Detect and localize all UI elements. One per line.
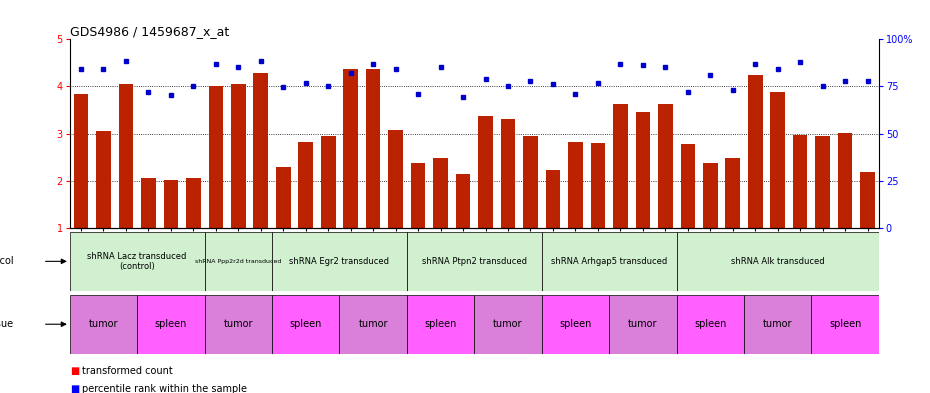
Text: shRNA Lacz transduced
(control): shRNA Lacz transduced (control)	[87, 252, 187, 271]
Bar	[541, 295, 609, 354]
Bar	[208, 86, 223, 228]
Bar	[433, 158, 448, 228]
Bar	[70, 295, 138, 354]
Bar	[272, 295, 339, 354]
Bar	[406, 232, 541, 291]
Bar	[478, 116, 493, 228]
Text: spleen: spleen	[694, 319, 726, 329]
Bar	[744, 295, 811, 354]
Bar	[725, 158, 740, 228]
Bar	[406, 295, 474, 354]
Bar	[811, 295, 879, 354]
Text: shRNA Ptpn2 transduced: shRNA Ptpn2 transduced	[422, 257, 526, 266]
Bar	[119, 84, 133, 228]
Bar	[186, 178, 201, 228]
Text: shRNA Alk transduced: shRNA Alk transduced	[731, 257, 825, 266]
Bar	[343, 68, 358, 228]
Bar	[676, 295, 744, 354]
Bar	[365, 68, 380, 228]
Bar	[474, 295, 541, 354]
Bar	[254, 73, 268, 228]
Text: protocol: protocol	[0, 256, 14, 266]
Bar	[339, 295, 406, 354]
Text: tumor: tumor	[763, 319, 792, 329]
Text: shRNA Ppp2r2d transduced: shRNA Ppp2r2d transduced	[195, 259, 282, 264]
Bar	[681, 144, 695, 228]
Text: shRNA Egr2 transduced: shRNA Egr2 transduced	[289, 257, 390, 266]
Bar	[613, 105, 628, 228]
Bar	[231, 84, 246, 228]
Bar	[541, 232, 676, 291]
Bar	[141, 178, 155, 228]
Text: ■: ■	[70, 384, 79, 393]
Bar	[816, 136, 830, 228]
Text: tumor: tumor	[493, 319, 523, 329]
Bar	[770, 92, 785, 228]
Bar	[389, 130, 403, 228]
Bar	[748, 75, 763, 228]
Bar	[272, 232, 406, 291]
Bar	[676, 232, 879, 291]
Text: percentile rank within the sample: percentile rank within the sample	[82, 384, 246, 393]
Bar	[411, 163, 425, 228]
Bar	[860, 172, 875, 228]
Bar	[500, 119, 515, 228]
Bar	[456, 174, 471, 228]
Bar	[299, 142, 313, 228]
Bar	[205, 232, 272, 291]
Bar	[524, 136, 538, 228]
Text: shRNA Arhgap5 transduced: shRNA Arhgap5 transduced	[551, 257, 667, 266]
Text: spleen: spleen	[289, 319, 322, 329]
Bar	[321, 136, 336, 228]
Bar	[793, 134, 807, 228]
Bar	[635, 112, 650, 228]
Text: tumor: tumor	[223, 319, 253, 329]
Text: tumor: tumor	[358, 319, 388, 329]
Bar	[96, 131, 111, 228]
Bar	[546, 171, 560, 228]
Bar	[609, 295, 676, 354]
Bar	[658, 105, 672, 228]
Text: spleen: spleen	[829, 319, 861, 329]
Text: GDS4986 / 1459687_x_at: GDS4986 / 1459687_x_at	[70, 25, 229, 38]
Text: spleen: spleen	[559, 319, 591, 329]
Text: ■: ■	[70, 366, 79, 376]
Bar	[838, 133, 853, 228]
Text: spleen: spleen	[424, 319, 457, 329]
Text: spleen: spleen	[154, 319, 187, 329]
Text: tissue: tissue	[0, 319, 14, 329]
Bar	[276, 167, 290, 228]
Bar	[568, 142, 583, 228]
Bar	[591, 143, 605, 228]
Bar	[164, 180, 179, 228]
Text: tumor: tumor	[628, 319, 658, 329]
Text: tumor: tumor	[88, 319, 118, 329]
Text: transformed count: transformed count	[82, 366, 173, 376]
Bar	[703, 163, 718, 228]
Bar	[70, 232, 205, 291]
Bar	[205, 295, 272, 354]
Bar	[138, 295, 205, 354]
Bar	[73, 94, 88, 228]
